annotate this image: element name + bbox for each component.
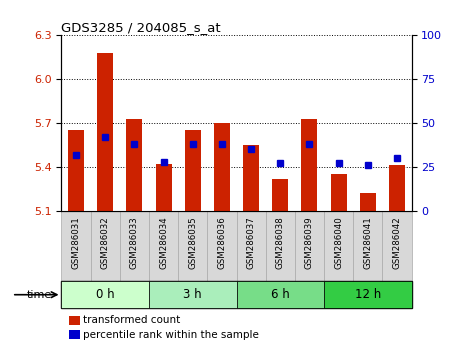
Text: GSM286032: GSM286032 <box>101 216 110 269</box>
Text: GDS3285 / 204085_s_at: GDS3285 / 204085_s_at <box>61 21 221 34</box>
Bar <box>324 281 412 308</box>
Bar <box>295 211 324 281</box>
Bar <box>91 211 120 281</box>
Bar <box>324 211 353 281</box>
Text: 3 h: 3 h <box>184 288 202 301</box>
Text: GSM286033: GSM286033 <box>130 216 139 269</box>
Text: GSM286041: GSM286041 <box>363 216 372 269</box>
Bar <box>207 211 236 281</box>
Bar <box>149 281 236 308</box>
Text: GSM286039: GSM286039 <box>305 216 314 269</box>
Text: 0 h: 0 h <box>96 288 114 301</box>
Text: GSM286037: GSM286037 <box>246 216 255 269</box>
Text: GSM286031: GSM286031 <box>71 216 80 269</box>
Text: transformed count: transformed count <box>83 315 180 325</box>
Text: 12 h: 12 h <box>355 288 381 301</box>
Bar <box>185 130 201 211</box>
Bar <box>149 211 178 281</box>
Bar <box>266 211 295 281</box>
Bar <box>389 165 405 211</box>
Bar <box>236 281 324 308</box>
Text: GSM286038: GSM286038 <box>276 216 285 269</box>
Bar <box>68 130 84 211</box>
Text: GSM286035: GSM286035 <box>188 216 197 269</box>
Text: percentile rank within the sample: percentile rank within the sample <box>83 330 259 339</box>
Bar <box>360 193 376 211</box>
Bar <box>97 53 113 211</box>
Bar <box>353 211 382 281</box>
Bar <box>272 178 288 211</box>
Bar <box>243 145 259 211</box>
Bar <box>301 119 317 211</box>
Text: 6 h: 6 h <box>271 288 289 301</box>
Bar <box>214 123 230 211</box>
Bar <box>61 211 91 281</box>
Bar <box>126 119 142 211</box>
Text: GSM286042: GSM286042 <box>393 216 402 269</box>
Text: GSM286034: GSM286034 <box>159 216 168 269</box>
Text: time: time <box>27 290 52 300</box>
Text: GSM286040: GSM286040 <box>334 216 343 269</box>
Bar <box>331 174 347 211</box>
Bar <box>236 211 266 281</box>
Bar <box>382 211 412 281</box>
Text: GSM286036: GSM286036 <box>218 216 227 269</box>
Bar <box>61 281 149 308</box>
Bar <box>178 211 207 281</box>
Bar <box>156 164 172 211</box>
Bar <box>120 211 149 281</box>
